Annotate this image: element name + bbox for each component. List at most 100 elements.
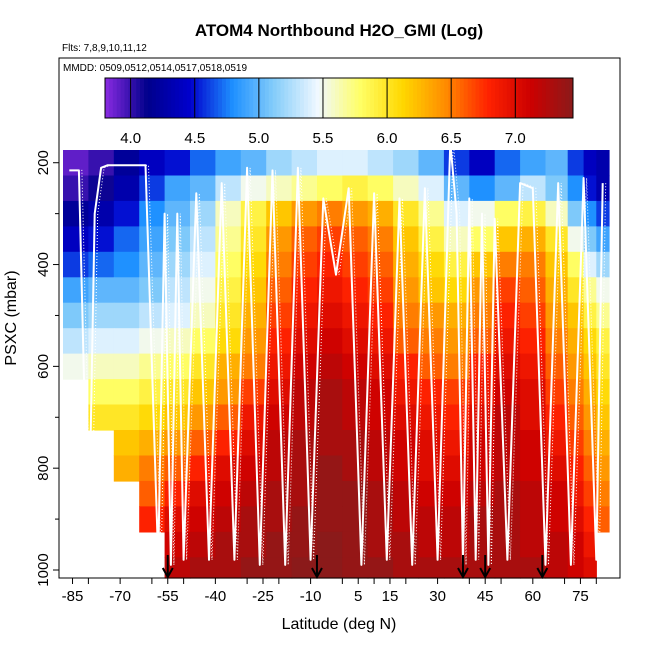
heatmap-cell [469,175,496,202]
heatmap-cell [393,506,420,533]
heatmap-cell [583,175,597,202]
heatmap-cell [494,150,521,177]
x-tick-label: 5 [354,588,362,605]
x-axis: -85 -70 -55 -40 -25 -10 5 15 30 45 60 75 [62,578,597,605]
colorbar-swatch [370,78,375,118]
colorbar-swatch [378,78,383,118]
heatmap-cell [139,455,166,482]
heatmap-cell [240,277,267,304]
colorbar-swatch [491,78,496,118]
flight-track-dotted [72,142,607,565]
colorbar: 4.0 4.5 5.0 5.5 6.0 6.5 7.0 [104,77,574,147]
heatmap-cell [215,200,242,227]
heatmap-cell [469,480,496,507]
y-axis-label: PSXC (mbar) [3,270,20,365]
heatmap-cell [367,557,394,579]
colorbar-swatch [456,78,461,118]
heatmap-cell [113,150,140,177]
heatmap-cell [583,277,597,304]
heatmap-cell [317,430,343,457]
colorbar-swatch [147,78,153,118]
colorbar-swatch [397,78,402,118]
colorbar-swatch [108,78,114,118]
heatmap-cell [113,353,140,380]
heatmap-cell [520,302,547,329]
heatmap-cell [266,531,293,558]
x-tick-label: -40 [205,588,227,605]
heatmap-cell [393,302,420,329]
heatmap-cell [240,175,267,202]
colorbar-tick-label: 6.0 [377,130,398,147]
heatmap-cell [545,506,569,533]
heatmap-cell [418,200,445,227]
heatmap-cell [520,506,547,533]
flight-track [69,141,607,566]
heatmap-cell [596,430,610,457]
heatmap-cell [190,175,216,202]
colorbar-swatch [159,78,164,118]
colorbar-swatch [452,78,457,118]
heatmap-cell [393,430,420,457]
heatmap-cell [113,175,140,202]
colorbar-swatch [245,78,250,118]
heatmap-cell [520,404,547,431]
colorbar-swatch [475,78,480,118]
colorbar-swatch [510,78,515,118]
colorbar-swatch [565,78,570,118]
heatmap-cell [266,150,293,177]
heatmap-cell [139,200,166,227]
colorbar-swatch [284,78,289,118]
heatmap-cell [139,175,166,202]
colorbar-swatch [514,78,519,118]
heatmap-cell [494,226,521,253]
heatmap-cell [317,175,343,202]
heatmap-cell [317,531,343,558]
heatmap-cell [317,200,343,227]
colorbar-swatch [214,78,219,118]
colorbar-swatch [366,78,371,118]
heatmap-cell [88,379,115,406]
heatmap-cell [317,480,343,507]
colorbar-swatch [151,78,157,118]
heatmap-cell [494,175,521,202]
colorbar-swatch [167,78,172,118]
heatmap-cell [520,251,547,278]
heatmap-cell [520,353,547,380]
colorbar-swatch [440,78,445,118]
colorbar-swatch [518,78,523,118]
dates-label: MMDD: 0509,0512,0514,0517,0518,0519 [63,63,247,74]
colorbar-swatch [179,78,184,118]
heatmap-cell [567,226,585,253]
heatmap-cell [342,302,369,329]
heatmap-cell [469,302,496,329]
heatmap-cell [139,150,166,177]
heatmap-cell [583,557,597,579]
heatmap-cell [545,175,569,202]
heatmap-cell [583,404,597,431]
heatmap-cell [317,379,343,406]
colorbar-swatch [561,78,566,118]
colorbar-swatch [459,78,465,118]
colorbar-swatch [261,78,266,118]
colorbar-swatch [506,78,512,118]
colorbar-tick-label: 6.5 [441,130,462,147]
heatmap-cell [545,455,569,482]
heatmap-cell [317,150,343,177]
colorbar-swatch [206,78,211,118]
heatmap-cell [567,353,585,380]
heatmap-cell [367,175,394,202]
colorbar-swatch [225,78,231,118]
colorbar-swatch [319,78,324,118]
colorbar-tick-label: 5.5 [313,130,334,147]
heatmap-cell [583,200,597,227]
heatmap-cell [418,506,445,533]
heatmap-cell [63,302,89,329]
heatmap-cell [545,430,569,457]
heatmap-cell [240,404,267,431]
heatmap-cell [113,379,140,406]
heatmap-cell [520,277,547,304]
colorbar-swatch [186,78,192,118]
y-tick-label: 600 [35,354,52,379]
colorbar-swatch [483,78,488,118]
heatmap-cell [583,531,597,558]
